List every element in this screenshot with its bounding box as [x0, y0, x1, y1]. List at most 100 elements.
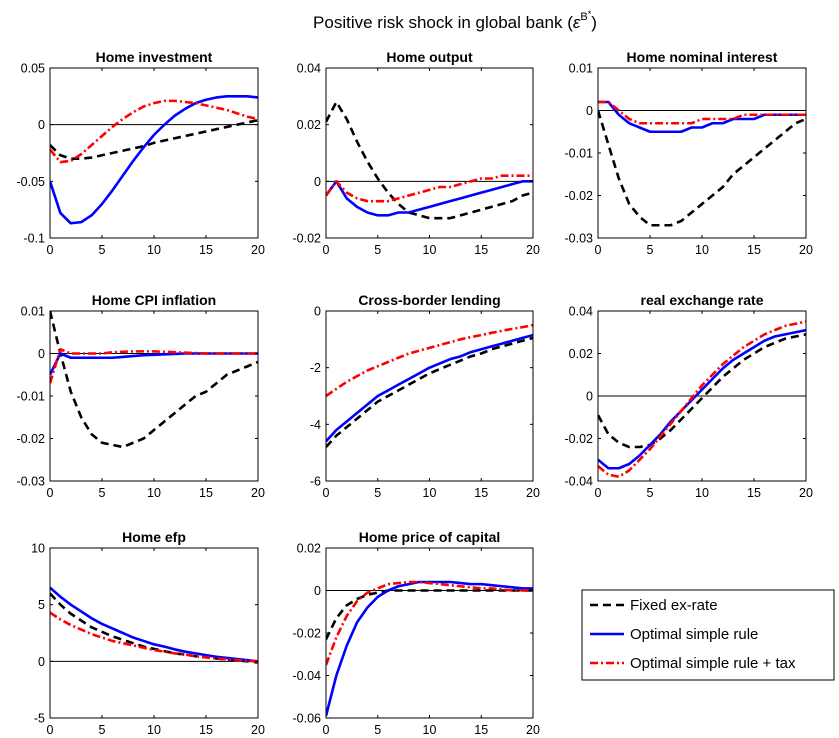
series-optimal-simple-rule-tax [50, 611, 258, 663]
x-tick-label: 0 [47, 486, 54, 500]
y-tick-label: 0 [314, 175, 321, 189]
panel-title: Home CPI inflation [92, 292, 216, 308]
x-tick-label: 15 [474, 486, 488, 500]
panel-home-nominal-interest: 0 5 10 15 20 -0.03 -0.02 -0.01 0 0.01 Home nominal… [565, 49, 813, 257]
series-optimal-simple-rule-tax [50, 347, 258, 384]
y-tick-label: 0 [38, 347, 45, 361]
x-tick-label: 0 [47, 243, 54, 257]
plot-area [326, 311, 533, 481]
x-tick-label: 10 [147, 243, 161, 257]
x-tick-label: 20 [251, 723, 265, 737]
x-tick-label: 10 [423, 486, 437, 500]
panel-real-exchange-rate: 0 5 10 15 20 -0.04 -0.02 0 0.02 0.04 real exchange… [565, 292, 813, 500]
plot-area [326, 548, 533, 718]
y-tick-label: -6 [310, 475, 321, 489]
panel-title: Home investment [96, 49, 213, 65]
x-tick-label: 0 [595, 243, 602, 257]
panel-home-price-of-capital: 0 5 10 15 20 -0.06 -0.04 -0.02 0 0.02 Home price o… [293, 529, 540, 737]
y-tick-label: -0.02 [565, 432, 594, 446]
y-tick-label: -0.04 [293, 669, 322, 683]
x-tick-label: 5 [647, 243, 654, 257]
y-tick-label: 0.02 [297, 118, 321, 132]
x-tick-label: 5 [99, 243, 106, 257]
y-tick-label: -2 [310, 361, 321, 375]
y-tick-label: 0.04 [569, 305, 593, 319]
series-fixed-ex-rate [50, 311, 258, 449]
x-tick-label: 15 [474, 723, 488, 737]
y-tick-label: -0.06 [293, 712, 322, 726]
panel-title: Home efp [122, 529, 186, 545]
x-tick-label: 20 [251, 486, 265, 500]
y-tick-label: 0.02 [297, 542, 321, 556]
x-tick-label: 10 [147, 486, 161, 500]
plot-area [598, 68, 806, 238]
y-tick-label: -0.1 [23, 232, 45, 246]
y-tick-label: 0.05 [21, 62, 45, 76]
x-tick-label: 0 [47, 723, 54, 737]
x-tick-label: 0 [323, 243, 330, 257]
series-fixed-ex-rate [598, 110, 806, 227]
series-fixed-ex-rate [50, 118, 258, 160]
y-tick-label: -0.03 [565, 232, 594, 246]
x-tick-label: 10 [147, 723, 161, 737]
panel-title: Home price of capital [359, 529, 501, 545]
y-tick-label: 0 [38, 655, 45, 669]
y-tick-label: -4 [310, 418, 321, 432]
series-fixed-ex-rate [50, 592, 258, 664]
panel-home-investment: 0 5 10 15 20 -0.1 -0.05 0 0.05 Home investment [17, 49, 265, 257]
y-tick-label: -0.04 [565, 475, 594, 489]
y-tick-label: -0.02 [293, 232, 322, 246]
y-tick-label: 0.01 [21, 305, 45, 319]
y-tick-label: 0.02 [569, 347, 593, 361]
panel-home-cpi-inflation: 0 5 10 15 20 -0.03 -0.02 -0.01 0 0.01 Home CPI inf… [17, 292, 265, 500]
legend-label-optimal-simple-rule: Optimal simple rule [630, 626, 758, 643]
x-tick-label: 0 [323, 723, 330, 737]
x-tick-label: 10 [695, 486, 709, 500]
series-optimal-simple-rule-tax [326, 323, 533, 398]
series-optimal-simple-rule [326, 333, 533, 443]
x-tick-label: 5 [99, 486, 106, 500]
y-tick-label: -0.03 [17, 475, 46, 489]
panel-title: Cross-border lending [358, 292, 500, 308]
y-tick-label: 0.01 [569, 62, 593, 76]
x-tick-label: 15 [199, 486, 213, 500]
series-optimal-simple-rule [598, 328, 806, 470]
panel-title: Home output [386, 49, 473, 65]
panel-title: real exchange rate [641, 292, 764, 308]
x-tick-label: 15 [199, 243, 213, 257]
y-tick-label: 10 [31, 542, 45, 556]
x-tick-label: 20 [526, 486, 540, 500]
legend: Fixed ex-rate Optimal simple rule Optimal … [581, 589, 835, 681]
panel-cross-border-lending: 0 5 10 15 20 -6 -4 -2 0 Cross-border lending [310, 292, 540, 500]
x-tick-label: 20 [526, 723, 540, 737]
y-tick-label: -0.01 [17, 390, 46, 404]
x-tick-label: 15 [474, 243, 488, 257]
series-optimal-simple-rule [50, 95, 258, 225]
x-tick-label: 15 [747, 486, 761, 500]
y-tick-label: -0.02 [17, 432, 46, 446]
legend-label-optimal-simple-rule-tax: Optimal simple rule + tax [630, 655, 796, 672]
y-tick-label: 0 [586, 390, 593, 404]
figure-title: Positive risk shock in global bank (εB*) [313, 9, 597, 32]
series-optimal-simple-rule [326, 180, 533, 217]
x-tick-label: 15 [199, 723, 213, 737]
y-tick-label: 0 [314, 305, 321, 319]
x-tick-label: 0 [595, 486, 602, 500]
y-tick-label: -0.05 [17, 175, 46, 189]
x-tick-label: 20 [799, 486, 813, 500]
plot-area [326, 68, 533, 238]
x-tick-label: 0 [323, 486, 330, 500]
x-tick-label: 5 [374, 243, 381, 257]
y-tick-label: 5 [38, 598, 45, 612]
y-tick-label: -0.01 [565, 147, 594, 161]
y-tick-label: 0 [314, 584, 321, 598]
series-optimal-simple-rule-tax [598, 320, 806, 479]
series-optimal-simple-rule-tax [50, 99, 258, 164]
x-tick-label: 15 [747, 243, 761, 257]
x-tick-label: 5 [374, 723, 381, 737]
x-tick-label: 20 [251, 243, 265, 257]
series-optimal-simple-rule-tax [598, 100, 806, 125]
series-fixed-ex-rate [598, 333, 806, 449]
